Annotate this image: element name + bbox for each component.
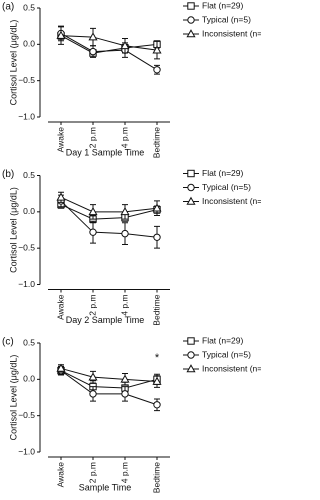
legend-label: Flat (n=29) (202, 168, 244, 178)
series-line (60, 204, 158, 220)
legend-marker (187, 351, 195, 359)
legend-marker (187, 2, 195, 10)
x-axis-label: Day 2 Sample Time (66, 315, 145, 325)
y-axis-label: Cortisol Level (μg/dL) (8, 355, 18, 441)
y-tick-label: 0.5 (23, 2, 35, 12)
data-point (56, 30, 66, 39)
x-tick-label: 4 p.m (119, 295, 129, 316)
y-tick-label: 0.0 (23, 39, 35, 49)
legend-label: Typical (n=5) (202, 182, 251, 192)
x-tick-label: Awake (55, 127, 65, 153)
data-point (153, 233, 161, 241)
data-point (120, 40, 130, 50)
y-tick-label: −0.5 (18, 75, 35, 85)
legend-label: Typical (n=5) (202, 349, 251, 359)
data-point (88, 207, 98, 216)
data-point (56, 363, 66, 372)
y-tick-label: −0.5 (18, 242, 35, 252)
panel: (c) Cortisol Level (μg/dL)−1.0 −0.5 0.0 0.5 A… (2, 335, 261, 493)
y-axis-label: Cortisol Level (μg/dL) (8, 20, 18, 106)
legend-marker (187, 337, 195, 345)
x-tick-label: 4 p.m (119, 127, 129, 148)
series-line (60, 370, 158, 389)
series-line (60, 32, 158, 71)
x-tick-label: 2 p.m (87, 462, 97, 483)
series-line (60, 196, 158, 213)
x-axis-label: Day 1 Sample Time (66, 147, 145, 157)
x-tick-label: Bedtime (151, 462, 161, 493)
data-point (121, 229, 129, 238)
legend-label: Flat (n=29) (202, 0, 244, 10)
y-tick-label: 0.0 (23, 206, 35, 216)
legend-marker (186, 29, 196, 38)
series-line (60, 370, 158, 406)
data-point (153, 66, 161, 74)
y-tick-label: −1.0 (18, 446, 35, 456)
data-point (56, 192, 66, 201)
x-tick-label: 4 p.m (119, 462, 129, 483)
panel-label: (b) (2, 169, 14, 180)
legend-label: Inconsistent (n=8) (202, 363, 261, 373)
x-tick-label: Bedtime (151, 127, 161, 158)
series-line (60, 35, 158, 51)
figure: (a)Cortisol Level (μg/dL)−1.0−0.50.00.5A… (2, 0, 261, 493)
legend-marker (187, 183, 195, 192)
data-point (88, 32, 98, 41)
data-point (89, 228, 97, 236)
panel: (a) Cortisol Level (μg/dL)−1.0 −0.5 0.0 0.5 A… (2, 0, 261, 158)
y-tick-label: 0.5 (23, 170, 35, 180)
legend-label: Flat (n=29) (202, 335, 244, 345)
panel: (b) Cortisol Level (μg/dL)−1.0 −0.5 0.0 0.5 A… (2, 168, 261, 326)
legend-marker (187, 16, 195, 24)
y-tick-label: −1.0 (18, 279, 35, 289)
data-point (89, 47, 97, 56)
data-point (120, 374, 130, 383)
legend-marker (186, 196, 196, 205)
legend-marker (187, 169, 195, 178)
x-tick-label: 2 p.m (87, 127, 97, 148)
x-tick-label: Bedtime (151, 294, 161, 325)
data-point (89, 390, 97, 398)
y-axis-label: Cortisol Level (μg/dL) (8, 187, 18, 273)
series-line (60, 200, 158, 238)
x-tick-label: Awake (55, 462, 65, 488)
y-tick-label: −1.0 (18, 111, 35, 121)
data-point (120, 207, 130, 216)
x-axis-label: Sample Time (79, 482, 132, 492)
data-point (152, 376, 162, 385)
y-tick-label: −0.5 (18, 410, 35, 420)
legend-label: Inconsistent (n=8) (202, 196, 261, 206)
panel-label: (a) (2, 2, 14, 13)
y-tick-label: 0.0 (23, 374, 35, 384)
series-line (60, 367, 158, 383)
y-tick-label: 0.5 (23, 337, 35, 347)
data-point (88, 372, 98, 381)
data-point (121, 390, 129, 398)
x-tick-label: Awake (55, 294, 65, 320)
data-point (152, 203, 162, 212)
panel-label: (c) (2, 337, 14, 348)
legend-label: Inconsistent (n=8) (202, 28, 261, 38)
data-point (152, 45, 162, 54)
x-tick-label: 2 p.m (87, 295, 97, 316)
annotation: * (155, 352, 160, 364)
legend-label: Typical (n=5) (202, 14, 251, 24)
data-point (153, 401, 161, 409)
legend-marker (186, 364, 196, 373)
